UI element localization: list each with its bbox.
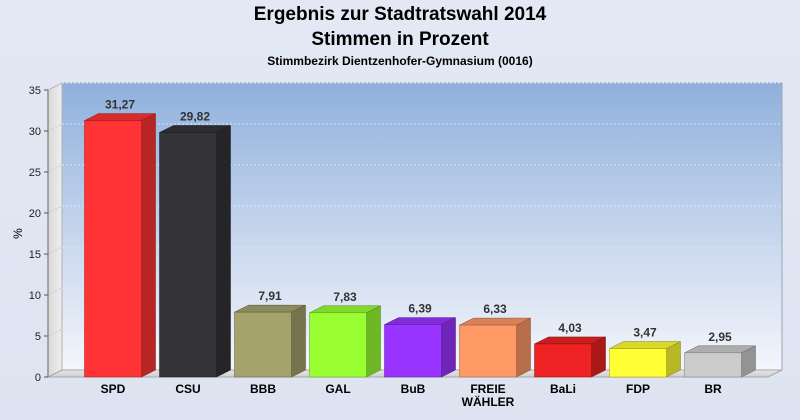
chart-title: Ergebnis zur Stadtratswahl 2014 — [253, 4, 547, 25]
bar-bub — [384, 317, 456, 378]
bar-freie-wähler — [459, 317, 531, 378]
value-label: 6,39 — [408, 302, 432, 316]
bar-front — [159, 132, 217, 378]
gridline-side — [47, 328, 63, 337]
x-tick-label: BuB — [401, 382, 426, 396]
bar-front — [384, 324, 442, 378]
x-tick-label: SPD — [101, 382, 126, 396]
bar-front — [609, 348, 667, 378]
y-tick-label: 5 — [35, 331, 41, 343]
bar-bali — [534, 336, 606, 378]
value-label: 6,33 — [483, 302, 507, 316]
value-label: 31,27 — [105, 98, 135, 112]
bar-side — [216, 125, 231, 378]
gridline-side — [47, 82, 63, 91]
x-tick-label: BaLi — [550, 382, 576, 396]
bar-front — [534, 343, 592, 378]
bar-csu — [159, 125, 231, 378]
bar-front — [84, 120, 142, 378]
y-tick-label: 25 — [29, 167, 41, 179]
x-tick-label: BR — [704, 382, 722, 396]
bar-fdp — [609, 341, 681, 378]
bar-br — [684, 345, 756, 378]
bar-gal — [309, 305, 381, 378]
y-tick-label: 15 — [29, 249, 41, 261]
x-tick-label: WÄHLER — [462, 394, 515, 409]
value-label: 2,95 — [708, 330, 732, 344]
value-label: 7,91 — [258, 289, 282, 303]
bar-front — [309, 312, 367, 378]
y-tick-label: 35 — [29, 85, 41, 97]
bar-spd — [84, 113, 156, 378]
chart-district-label: Stimmbezirk Dientzenhofer-Gymnasium (001… — [267, 54, 533, 68]
x-tick-label: FREIE — [470, 382, 505, 396]
x-tick-label: BBB — [250, 382, 276, 396]
y-axis-label: % — [11, 228, 25, 239]
bar-front — [234, 311, 292, 378]
value-label: 29,82 — [180, 109, 210, 123]
gridline-side — [47, 164, 63, 173]
y-tick-label: 10 — [29, 290, 41, 302]
y-tick-label: 30 — [29, 126, 41, 138]
y-tick-label: 20 — [29, 208, 41, 220]
gridline-side — [47, 123, 63, 132]
bar-front — [459, 324, 517, 378]
y-tick-label: 0 — [35, 372, 41, 384]
chart-subtitle: Stimmen in Prozent — [311, 29, 489, 50]
bar-side — [291, 304, 306, 378]
value-label: 3,47 — [633, 326, 657, 340]
bar-side — [141, 113, 156, 378]
bar-front — [684, 352, 742, 378]
gridline-side — [47, 246, 63, 255]
value-label: 4,03 — [558, 321, 582, 335]
value-label: 7,83 — [333, 290, 357, 304]
x-tick-label: GAL — [325, 382, 350, 396]
gridline-side — [47, 205, 63, 214]
bar-side — [516, 317, 531, 378]
gridline-side — [47, 287, 63, 296]
x-tick-label: FDP — [626, 382, 650, 396]
bar-side — [441, 317, 456, 378]
x-tick-label: CSU — [175, 382, 200, 396]
bar-side — [366, 305, 381, 378]
bar-bbb — [234, 304, 306, 378]
